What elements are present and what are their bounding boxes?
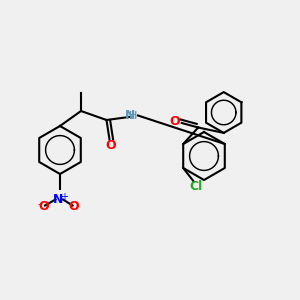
Text: Cl: Cl [189,180,203,193]
Text: O: O [68,200,79,214]
Text: N: N [53,193,64,206]
Text: +: + [61,191,68,202]
Text: -: - [37,199,41,209]
Text: O: O [106,139,116,152]
Text: N: N [124,109,135,122]
Text: O: O [170,115,180,128]
Text: O: O [38,200,49,214]
Text: H: H [129,110,138,121]
